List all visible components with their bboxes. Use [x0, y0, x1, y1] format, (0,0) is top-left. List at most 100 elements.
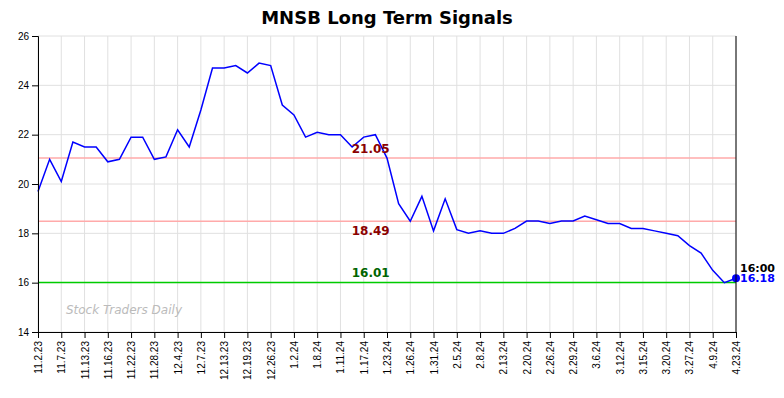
x-tick-label: 1.2.24: [289, 341, 300, 369]
x-tick-mark: [387, 332, 388, 338]
grid-line-x: [573, 36, 574, 332]
x-tick-label: 3.15.24: [638, 341, 649, 375]
x-tick-mark: [527, 332, 528, 338]
x-tick-label: 1.31.24: [429, 341, 440, 375]
grid-line-x: [247, 36, 248, 332]
x-tick: 1.31.24: [429, 332, 440, 374]
x-tick: 3.20.24: [661, 332, 672, 374]
x-tick-label: 2.8.24: [475, 341, 486, 369]
x-tick: 3.12.24: [615, 332, 626, 374]
grid-line-x: [270, 36, 271, 332]
x-tick: 2.5.24: [452, 332, 463, 369]
x-tick-label: 2.13.24: [498, 341, 509, 375]
y-tick: 16: [18, 277, 38, 288]
x-tick-mark: [410, 332, 411, 338]
x-tick-mark: [201, 332, 202, 338]
x-axis: 11.2.2311.7.2311.13.2311.16.2311.22.2311…: [33, 332, 742, 380]
grid-line-x: [689, 36, 690, 332]
grid-line-x: [503, 36, 504, 332]
y-tick-mark: [32, 36, 38, 37]
y-tick-mark: [32, 85, 38, 86]
grid-line-x: [712, 36, 713, 332]
x-tick: 2.13.24: [498, 332, 509, 374]
grid-line-x: [61, 36, 62, 332]
grid-line-x: [549, 36, 550, 332]
y-tick-label: 24: [18, 80, 30, 91]
x-tick: 11.16.23: [103, 332, 114, 379]
x-tick: 1.17.24: [359, 332, 370, 374]
y-tick-label: 16: [18, 277, 30, 288]
y-tick-mark: [32, 184, 38, 185]
grid-line-x: [480, 36, 481, 332]
x-tick: 11.2.23: [33, 332, 44, 374]
x-tick: 4.9.24: [708, 332, 719, 369]
grid-line-x: [526, 36, 527, 332]
x-tick: 2.29.24: [568, 332, 579, 374]
grid-line-x: [619, 36, 620, 332]
y-tick-mark: [32, 283, 38, 284]
chart: Stock Traders Daily21.0518.4916.0111.2.2…: [0, 0, 784, 398]
x-tick-mark: [340, 332, 341, 338]
x-tick-label: 12.7.23: [196, 341, 207, 375]
x-tick: 1.11.24: [335, 332, 346, 374]
grid-line-x: [177, 36, 178, 332]
x-tick: 11.7.23: [56, 332, 67, 374]
x-tick-label: 12.4.23: [173, 341, 184, 375]
x-tick-label: 1.26.24: [405, 341, 416, 375]
x-tick-label: 2.20.24: [522, 341, 533, 375]
grid-line-x: [410, 36, 411, 332]
grid-line-y: [38, 282, 736, 283]
x-tick-label: 3.20.24: [661, 341, 672, 375]
x-tick-mark: [736, 332, 737, 338]
y-tick-mark: [32, 135, 38, 136]
y-axis-line: [32, 37, 39, 333]
x-tick-mark: [643, 332, 644, 338]
y-tick-label: 20: [18, 179, 30, 190]
grid-line-x: [387, 36, 388, 332]
x-tick-mark: [620, 332, 621, 338]
x-tick-mark: [85, 332, 86, 338]
price-line: [38, 63, 736, 283]
x-tick-mark: [596, 332, 597, 338]
grid-line-x: [154, 36, 155, 332]
x-tick-label: 1.11.24: [335, 341, 346, 374]
x-tick: 12.4.23: [173, 332, 184, 374]
y-tick-label: 26: [18, 31, 30, 42]
grid-line-x: [224, 36, 225, 332]
grid-line-x: [200, 36, 201, 332]
x-tick: 2.8.24: [475, 332, 486, 369]
x-tick: 1.8.24: [312, 332, 323, 369]
reference-line: [38, 220, 736, 222]
x-tick-mark: [271, 332, 272, 338]
grid-line-x: [666, 36, 667, 332]
x-tick-mark: [131, 332, 132, 338]
grid-line-x: [456, 36, 457, 332]
x-tick-label: 12.26.23: [266, 341, 277, 380]
x-tick-mark: [317, 332, 318, 338]
x-tick-label: 11.13.23: [80, 341, 91, 380]
x-tick: 12.19.23: [242, 332, 253, 380]
x-tick-mark: [108, 332, 109, 338]
y-axis: 14161820222426: [18, 31, 39, 338]
x-tick: 12.7.23: [196, 332, 207, 374]
x-tick-mark: [434, 332, 435, 338]
x-tick-mark: [154, 332, 155, 338]
x-tick-mark: [247, 332, 248, 338]
grid-line-x: [596, 36, 597, 332]
x-tick-label: 2.26.24: [545, 341, 556, 375]
x-tick-label: 3.12.24: [615, 341, 626, 375]
grid-line-x: [433, 36, 434, 332]
y-tick: 14: [18, 327, 38, 338]
x-tick-label: 1.8.24: [312, 341, 323, 369]
x-tick: 3.6.24: [591, 332, 602, 369]
grid-line-x: [317, 36, 318, 332]
marks: [38, 63, 740, 283]
x-tick-mark: [480, 332, 481, 338]
title: MNSB Long Term Signals: [261, 7, 513, 28]
grid-line-x: [107, 36, 108, 332]
x-tick-label: 11.7.23: [56, 341, 67, 374]
x-tick-mark: [666, 332, 667, 338]
x-tick-label: 11.22.23: [126, 341, 137, 380]
x-tick-mark: [713, 332, 714, 338]
x-tick-mark: [178, 332, 179, 338]
